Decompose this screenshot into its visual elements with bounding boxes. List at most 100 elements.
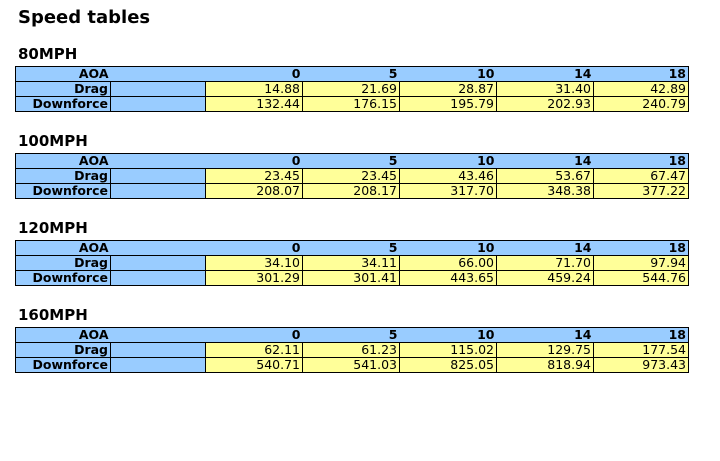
section-heading: 100MPH — [18, 132, 88, 150]
value-cell: 208.17 — [302, 183, 400, 199]
blank-cell — [110, 342, 206, 358]
value-cell: 43.46 — [399, 168, 497, 184]
blank-cell — [110, 96, 206, 112]
row-label: Drag — [15, 81, 111, 97]
value-cell: 115.02 — [399, 342, 497, 358]
value-cell: 202.93 — [496, 96, 594, 112]
section: 80MPH AOA 0 5 10 14 18 Drag 14.88 21.69 28.87 31.40… — [15, 45, 689, 112]
blank-cell — [110, 240, 206, 256]
header-row: AOA 0 5 10 14 18 — [15, 153, 689, 169]
column-header: 18 — [593, 66, 689, 82]
value-cell: 23.45 — [205, 168, 303, 184]
header-row: AOA 0 5 10 14 18 — [15, 240, 689, 256]
column-header: 0 — [205, 240, 303, 256]
speed-table: AOA 0 5 10 14 18 Drag 23.45 23.45 43.46 53.67 67.47… — [15, 153, 689, 199]
value-cell: 34.10 — [205, 255, 303, 271]
value-cell: 377.22 — [593, 183, 689, 199]
value-cell: 240.79 — [593, 96, 689, 112]
row-label: Downforce — [15, 270, 111, 286]
value-cell: 42.89 — [593, 81, 689, 97]
value-cell: 301.29 — [205, 270, 303, 286]
blank-cell — [110, 168, 206, 184]
blank-cell — [110, 81, 206, 97]
column-header: 18 — [593, 240, 689, 256]
value-cell: 195.79 — [399, 96, 497, 112]
value-cell: 66.00 — [399, 255, 497, 271]
column-header: 0 — [205, 66, 303, 82]
blank-cell — [110, 327, 206, 343]
value-cell: 459.24 — [496, 270, 594, 286]
row-label: Drag — [15, 342, 111, 358]
column-header: 10 — [399, 66, 497, 82]
header-label: AOA — [15, 240, 111, 256]
column-header: 5 — [302, 153, 400, 169]
row-label: Drag — [15, 168, 111, 184]
blank-cell — [110, 66, 206, 82]
value-cell: 129.75 — [496, 342, 594, 358]
value-cell: 62.11 — [205, 342, 303, 358]
value-cell: 34.11 — [302, 255, 400, 271]
column-header: 14 — [496, 153, 594, 169]
data-row: Drag 23.45 23.45 43.46 53.67 67.47 — [15, 168, 689, 184]
value-cell: 541.03 — [302, 357, 400, 373]
speed-table: AOA 0 5 10 14 18 Drag 34.10 34.11 66.00 71.70 97.94… — [15, 240, 689, 286]
value-cell: 317.70 — [399, 183, 497, 199]
value-cell: 97.94 — [593, 255, 689, 271]
column-header: 14 — [496, 240, 594, 256]
section-heading: 80MPH — [18, 45, 78, 63]
speed-table: AOA 0 5 10 14 18 Drag 14.88 21.69 28.87 31.40 42.89… — [15, 66, 689, 112]
section-heading: 160MPH — [18, 306, 88, 324]
blank-cell — [110, 183, 206, 199]
value-cell: 544.76 — [593, 270, 689, 286]
column-header: 5 — [302, 240, 400, 256]
column-header: 0 — [205, 153, 303, 169]
blank-cell — [110, 153, 206, 169]
value-cell: 301.41 — [302, 270, 400, 286]
data-row: Drag 62.11 61.23 115.02 129.75 177.54 — [15, 342, 689, 358]
value-cell: 21.69 — [302, 81, 400, 97]
column-header: 10 — [399, 153, 497, 169]
header-label: AOA — [15, 66, 111, 82]
value-cell: 14.88 — [205, 81, 303, 97]
header-label: AOA — [15, 327, 111, 343]
table-body: AOA 0 5 10 14 18 Drag 62.11 61.23 115.02 129.75 177… — [15, 327, 689, 373]
blank-cell — [110, 255, 206, 271]
section: 120MPH AOA 0 5 10 14 18 Drag 34.10 34.11 66.00 71.7… — [15, 219, 689, 286]
header-row: AOA 0 5 10 14 18 — [15, 327, 689, 343]
row-label: Downforce — [15, 357, 111, 373]
value-cell: 208.07 — [205, 183, 303, 199]
data-row: Drag 34.10 34.11 66.00 71.70 97.94 — [15, 255, 689, 271]
column-header: 18 — [593, 153, 689, 169]
column-header: 5 — [302, 66, 400, 82]
value-cell: 67.47 — [593, 168, 689, 184]
value-cell: 973.43 — [593, 357, 689, 373]
blank-cell — [110, 270, 206, 286]
value-cell: 61.23 — [302, 342, 400, 358]
table-body: AOA 0 5 10 14 18 Drag 14.88 21.69 28.87 31.40 42.89… — [15, 66, 689, 112]
value-cell: 177.54 — [593, 342, 689, 358]
value-cell: 132.44 — [205, 96, 303, 112]
value-cell: 71.70 — [496, 255, 594, 271]
table-body: AOA 0 5 10 14 18 Drag 23.45 23.45 43.46 53.67 67.47… — [15, 153, 689, 199]
value-cell: 348.38 — [496, 183, 594, 199]
data-row: Downforce 301.29 301.41 443.65 459.24 544.76 — [15, 270, 689, 286]
row-label: Downforce — [15, 96, 111, 112]
column-header: 10 — [399, 240, 497, 256]
section: 100MPH AOA 0 5 10 14 18 Drag 23.45 23.45 43.46 53.6… — [15, 132, 689, 199]
row-label: Downforce — [15, 183, 111, 199]
section-heading: 120MPH — [18, 219, 88, 237]
value-cell: 53.67 — [496, 168, 594, 184]
value-cell: 31.40 — [496, 81, 594, 97]
column-header: 5 — [302, 327, 400, 343]
blank-cell — [110, 357, 206, 373]
header-label: AOA — [15, 153, 111, 169]
data-row: Downforce 208.07 208.17 317.70 348.38 377.22 — [15, 183, 689, 199]
section: 160MPH AOA 0 5 10 14 18 Drag 62.11 61.23 115.02 129… — [15, 306, 689, 373]
value-cell: 23.45 — [302, 168, 400, 184]
data-row: Downforce 132.44 176.15 195.79 202.93 240.79 — [15, 96, 689, 112]
column-header: 18 — [593, 327, 689, 343]
value-cell: 540.71 — [205, 357, 303, 373]
value-cell: 443.65 — [399, 270, 497, 286]
data-row: Downforce 540.71 541.03 825.05 818.94 973.43 — [15, 357, 689, 373]
